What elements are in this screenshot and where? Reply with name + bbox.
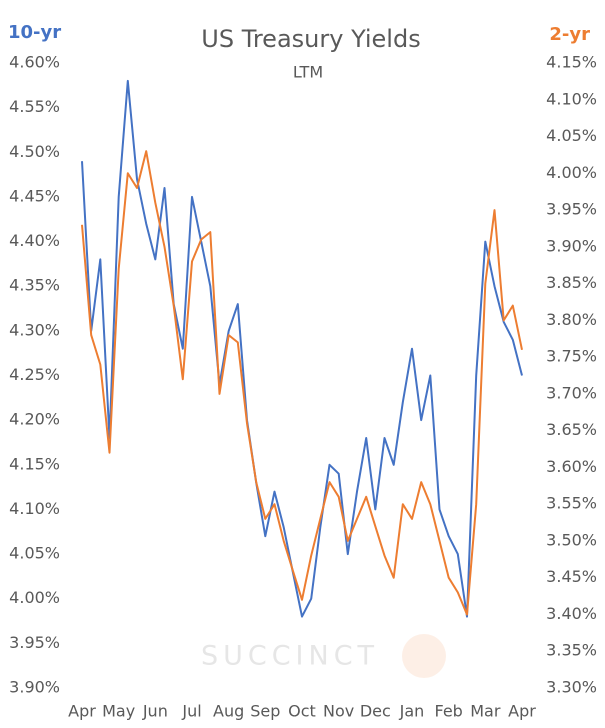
- y2-tick-label: 3.95%: [546, 200, 597, 219]
- y2-tick-label: 3.75%: [546, 347, 597, 366]
- y-tick-label: 4.15%: [9, 454, 60, 473]
- y2-tick-label: 3.65%: [546, 420, 597, 439]
- x-tick-label: Apr: [508, 702, 536, 721]
- x-tick-label: Jul: [181, 702, 201, 721]
- y-tick-label: 4.35%: [9, 276, 60, 295]
- x-tick-label: Nov: [323, 702, 354, 721]
- y2-tick-label: 3.40%: [546, 604, 597, 623]
- y2-tick-label: 3.60%: [546, 457, 597, 476]
- y2-tick-label: 3.70%: [546, 383, 597, 402]
- y2-tick-label: 4.10%: [546, 89, 597, 108]
- chart-subtitle: LTM: [293, 63, 323, 82]
- y-tick-label: 4.20%: [9, 410, 60, 429]
- y-tick-label: 4.25%: [9, 365, 60, 384]
- y2-tick-label: 3.50%: [546, 530, 597, 549]
- y-tick-label: 4.40%: [9, 231, 60, 250]
- y-tick-label: 4.05%: [9, 544, 60, 563]
- x-tick-label: Dec: [360, 702, 391, 721]
- x-tick-label: Apr: [68, 702, 96, 721]
- y-axis-title: 10-yr: [8, 22, 61, 43]
- y-tick-label: 4.45%: [9, 186, 60, 205]
- y2-tick-label: 4.05%: [546, 126, 597, 145]
- y2-tick-label: 3.35%: [546, 641, 597, 660]
- y-tick-label: 4.30%: [9, 320, 60, 339]
- y-tick-label: 4.55%: [9, 97, 60, 116]
- y-tick-label: 3.90%: [9, 678, 60, 697]
- y2-tick-label: 3.30%: [546, 678, 597, 697]
- x-tick-label: Feb: [435, 702, 463, 721]
- x-tick-label: May: [102, 702, 135, 721]
- x-tick-label: Sep: [250, 702, 280, 721]
- y2-tick-label: 3.85%: [546, 273, 597, 292]
- y-tick-label: 4.50%: [9, 142, 60, 161]
- x-tick-label: Jan: [399, 702, 425, 721]
- x-tick-label: Oct: [288, 702, 316, 721]
- y2-axis-title: 2-yr: [549, 24, 590, 45]
- y-tick-label: 4.60%: [9, 53, 60, 72]
- y2-tick-label: 3.90%: [546, 236, 597, 255]
- watermark: SUCCINCT: [201, 641, 379, 672]
- y2-tick-label: 3.80%: [546, 310, 597, 329]
- y2-tick-label: 3.45%: [546, 567, 597, 586]
- watermark-logo: [402, 634, 446, 678]
- line-series: [81, 79, 523, 618]
- x-tick-label: Mar: [470, 702, 501, 721]
- y-tick-label: 3.95%: [9, 633, 60, 652]
- chart-title: US Treasury Yields: [201, 25, 420, 53]
- x-tick-label: Jun: [142, 702, 168, 721]
- y2-tick-label: 4.15%: [546, 53, 597, 72]
- line-series: [81, 150, 523, 616]
- y-tick-label: 4.10%: [9, 499, 60, 518]
- x-tick-label: Aug: [213, 702, 244, 721]
- y2-tick-label: 3.55%: [546, 494, 597, 513]
- y-tick-label: 4.00%: [9, 588, 60, 607]
- y2-tick-label: 4.00%: [546, 163, 597, 182]
